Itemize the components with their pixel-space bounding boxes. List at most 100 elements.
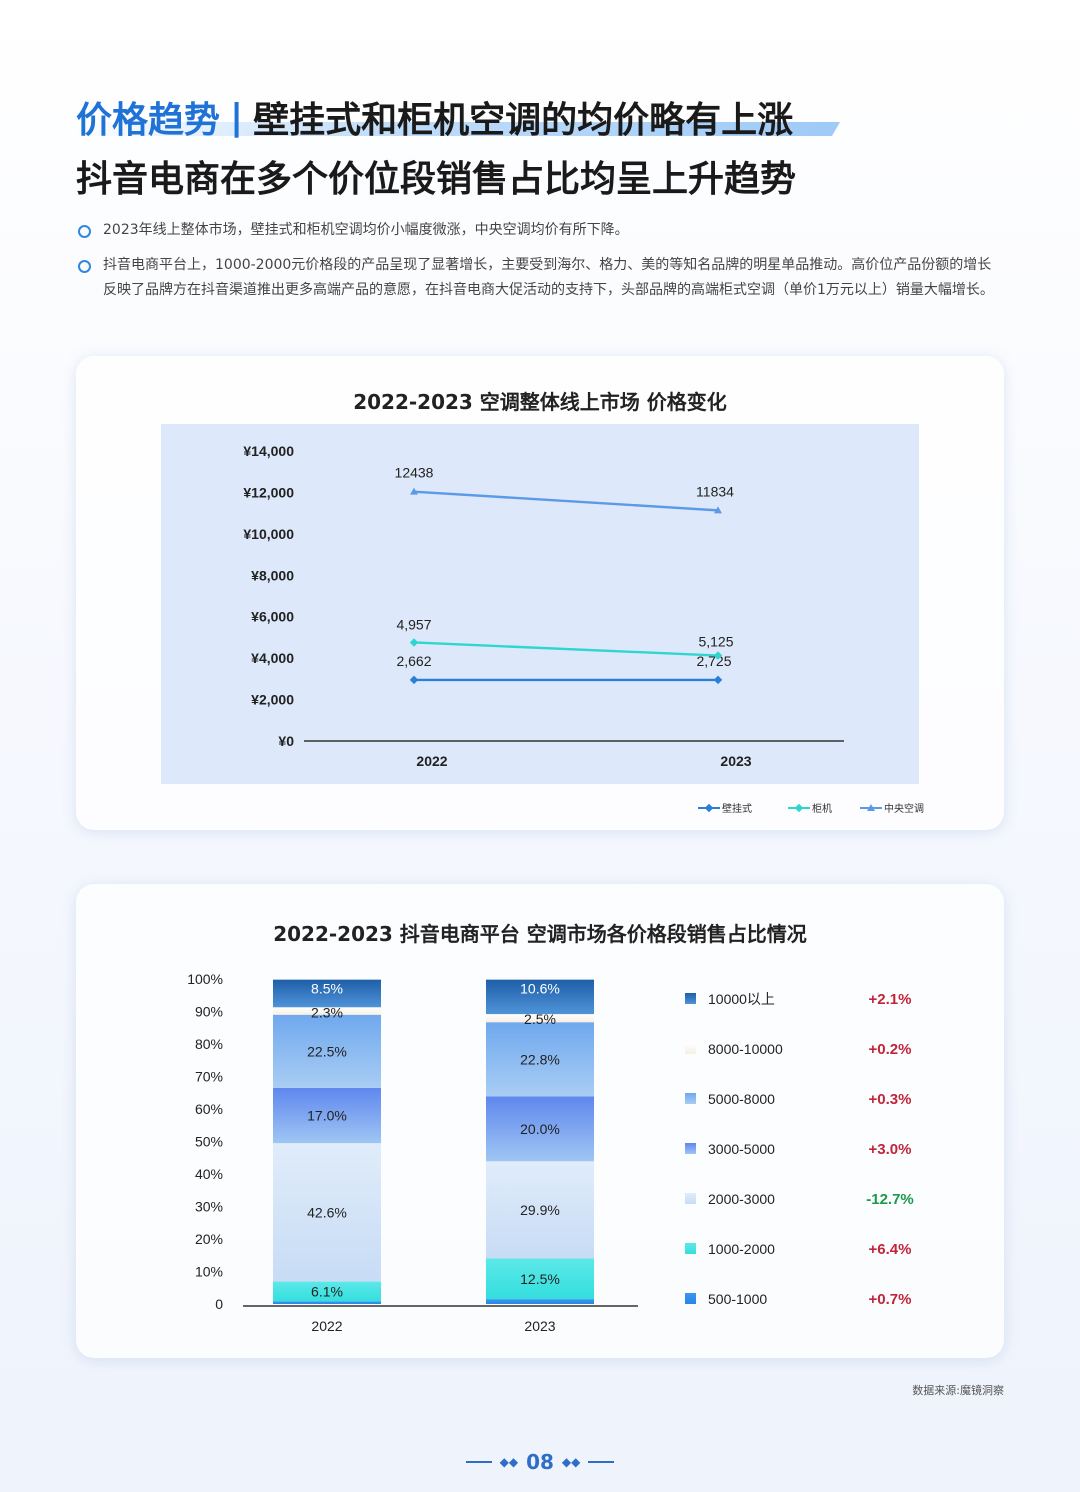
legend-label: 3000-5000 — [708, 1141, 775, 1157]
legend-label: 中央空调 — [884, 802, 924, 815]
bullet-text: 2023年线上整体市场，壁挂式和柜机空调均价小幅度微涨，中央空调均价有所下降。 — [103, 222, 629, 238]
bar-segment-5000-8000 — [486, 1022, 594, 1097]
data-point — [714, 506, 722, 514]
title-accent: 价格趋势 — [76, 100, 221, 141]
legend-swatch — [685, 1143, 696, 1154]
legend-label: 柜机 — [812, 802, 832, 815]
y-tick-label: 20% — [195, 1231, 223, 1247]
bar-segment-2000-3000 — [486, 1161, 594, 1259]
bullet-list: 2023年线上整体市场，壁挂式和柜机空调均价小幅度微涨，中央空调均价有所下降。 … — [78, 218, 1003, 313]
line-chart: ¥14,000 ¥12,000 ¥10,000 ¥8,000 ¥6,000 ¥4,000 ¥… — [161, 424, 924, 815]
segment-label: 2.3% — [311, 1004, 343, 1020]
legend-marker — [794, 803, 804, 813]
segment-label: 8.5% — [311, 981, 343, 997]
data-label: 2,725 — [696, 653, 731, 669]
bullet-item: 抖音电商平台上，1000-2000元价格段的产品呈现了显著增长，主要受到海尔、格… — [78, 253, 1003, 303]
change-value: +2.1% — [869, 991, 912, 1008]
segment-label: 17.0% — [307, 1108, 347, 1124]
y-tick-label: ¥6,000 — [251, 609, 294, 625]
change-value: +0.7% — [869, 1291, 912, 1308]
page-number-text: 08 — [526, 1450, 554, 1474]
page-subtitle: 抖音电商在多个价位段销售占比均呈上升趋势 — [76, 159, 797, 200]
title-rest: 壁挂式和柜机空调的均价略有上涨 — [253, 100, 794, 141]
bullet-text: 抖音电商平台上，1000-2000元价格段的产品呈现了显著增长，主要受到海尔、格… — [103, 257, 994, 298]
stacked-bar-chart: 100% 90% 80% 70% 60% 50% 40% 30% 20% 10% 0 6.1% 42.6… — [187, 971, 914, 1334]
page-line-left — [465, 1461, 492, 1463]
change-value: +0.3% — [869, 1091, 912, 1108]
data-label: 11834 — [696, 483, 734, 499]
segment-label: 29.9% — [520, 1202, 560, 1218]
line-chart-title: 2022-2023 空调整体线上市场 价格变化 — [353, 390, 727, 414]
y-tick-label: 60% — [195, 1101, 223, 1117]
diamond-icon: ◆◆ — [499, 1455, 519, 1469]
bar-segment-8000-10000 — [273, 1007, 381, 1015]
segment-label: 12.5% — [520, 1271, 560, 1287]
data-label: 5,125 — [698, 634, 733, 650]
x-tick-label: 2022 — [416, 753, 447, 769]
legend-swatch — [685, 1293, 696, 1304]
y-tick-label: 30% — [195, 1199, 223, 1215]
segment-label: 6.1% — [311, 1283, 343, 1299]
page-number: ◆◆ 08 ◆◆ — [0, 1450, 1080, 1474]
change-value: +6.4% — [869, 1241, 912, 1258]
y-tick-label: 90% — [195, 1004, 223, 1020]
legend-swatch — [685, 1243, 696, 1254]
data-point — [713, 651, 723, 660]
bar-segment-3000-5000 — [273, 1087, 381, 1144]
segment-label: 2.5% — [524, 1011, 556, 1027]
data-point — [409, 638, 419, 647]
legend-label: 2000-3000 — [708, 1191, 775, 1207]
series-line-柜机 — [413, 641, 719, 657]
bar-chart-title: 2022-2023 抖音电商平台 空调市场各价格段销售占比情况 — [273, 922, 807, 946]
y-tick-label: 50% — [195, 1134, 223, 1150]
bullet-circle-icon — [78, 260, 91, 273]
data-label: 12438 — [395, 465, 434, 481]
y-tick-label: 80% — [195, 1036, 223, 1052]
y-tick-label: 70% — [195, 1069, 223, 1085]
title-line-1: 价格趋势 | 壁挂式和柜机空调的均价略有上涨 — [71, 92, 1016, 142]
segment-label: 22.8% — [520, 1051, 560, 1067]
y-tick-label: 10% — [195, 1264, 223, 1280]
y-tick-label: ¥10,000 — [243, 526, 294, 542]
stacked-bar-chart-card: 2022-2023 抖音电商平台 空调市场各价格段销售占比情况 100% 90% 8… — [76, 884, 1004, 1358]
y-tick-label: ¥0 — [278, 733, 294, 749]
page-line-right — [588, 1461, 615, 1463]
data-label: 2,662 — [396, 653, 431, 669]
segment-label: 22.5% — [307, 1043, 347, 1059]
y-tick-label: ¥12,000 — [243, 484, 294, 500]
y-tick-label: ¥14,000 — [243, 443, 294, 459]
x-tick-label: 2023 — [524, 1318, 555, 1334]
diamond-icon: ◆◆ — [561, 1455, 581, 1469]
bar-segment-8000-10000 — [486, 1014, 594, 1023]
legend-label: 1000-2000 — [708, 1241, 775, 1257]
x-tick-label: 2023 — [720, 753, 751, 769]
data-point — [713, 675, 723, 685]
bar-segment-10000以上 — [273, 979, 381, 1008]
bar-segment-10000以上 — [486, 979, 594, 1015]
page-header: 价格趋势 | 壁挂式和柜机空调的均价略有上涨 抖音电商在多个价位段销售占比均呈上… — [71, 92, 1016, 202]
legend-swatch — [685, 1093, 696, 1104]
legend-swatch — [685, 1043, 696, 1054]
change-value: -12.7% — [866, 1191, 914, 1208]
bullet-item: 2023年线上整体市场，壁挂式和柜机空调均价小幅度微涨，中央空调均价有所下降。 — [78, 218, 1003, 243]
bar-segment-3000-5000 — [486, 1096, 594, 1162]
bullet-circle-icon — [78, 225, 91, 238]
y-tick-label: 100% — [187, 971, 223, 987]
legend-label: 10000以上 — [708, 991, 775, 1007]
data-source: 数据来源:魔镜洞察 — [912, 1384, 1004, 1397]
legend-marker — [704, 803, 714, 813]
y-tick-label: 40% — [195, 1166, 223, 1182]
legend-swatch — [685, 993, 696, 1004]
change-value: +3.0% — [869, 1141, 912, 1158]
legend-label: 500-1000 — [708, 1291, 767, 1307]
data-point — [410, 487, 418, 495]
data-label: 4,957 — [396, 616, 431, 632]
bar-segment-5000-8000 — [273, 1014, 381, 1088]
bar-segment-500-1000 — [486, 1299, 594, 1304]
legend-swatch — [685, 1193, 696, 1204]
y-tick-label: ¥8,000 — [251, 567, 294, 583]
segment-label: 10.6% — [520, 981, 560, 997]
bar-segment-1000-2000 — [486, 1258, 594, 1300]
series-line-中央空调 — [413, 490, 719, 512]
bar-segment-500-1000 — [273, 1301, 381, 1304]
